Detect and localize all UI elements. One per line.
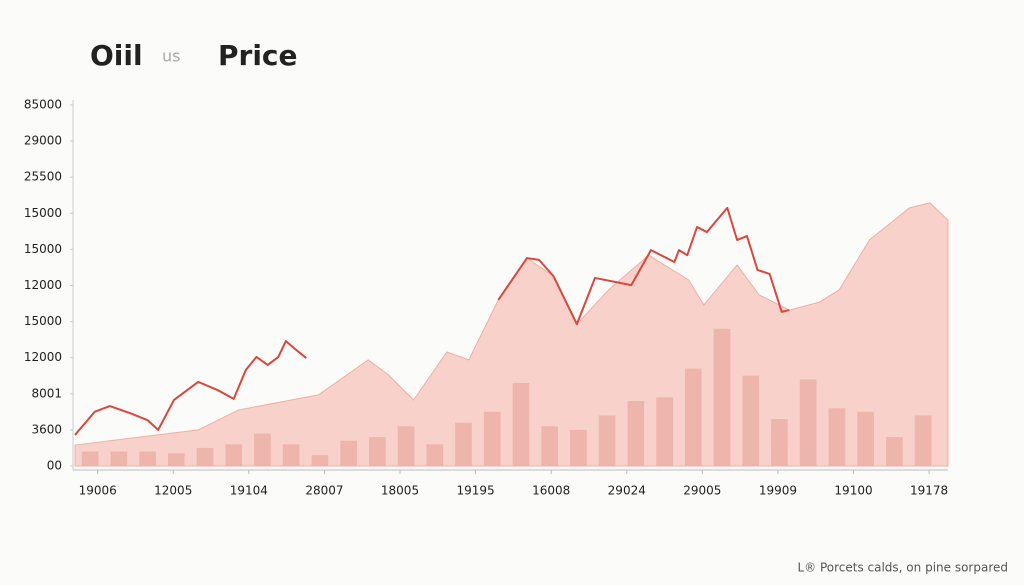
x-tick-label: 19195 <box>457 484 495 498</box>
y-tick-label: 29000 <box>24 134 62 148</box>
x-tick-label: 19104 <box>230 484 268 498</box>
x-tick-label: 16008 <box>532 484 570 498</box>
bar <box>742 375 760 466</box>
y-tick-label: 15000 <box>24 206 62 220</box>
bar <box>369 437 386 466</box>
y-tick-label: 00 <box>47 459 62 473</box>
y-tick-label: 85000 <box>24 98 62 112</box>
y-tick-label: 8001 <box>31 386 62 400</box>
bar <box>282 444 300 466</box>
bar <box>656 397 673 466</box>
title-part: Price <box>218 39 298 72</box>
bar <box>81 451 99 466</box>
x-tick-label: 29005 <box>683 484 721 498</box>
plot: 00 3600 8001 12000 15000 12000 15000 15000 25500… <box>24 98 949 498</box>
x-tick-label: 19100 <box>834 484 872 498</box>
y-tick-label: 12000 <box>24 350 62 364</box>
bar <box>570 429 587 466</box>
y-tick-label: 25500 <box>24 170 62 184</box>
x-tick-label: 19178 <box>910 484 948 498</box>
x-tick-label: 28007 <box>305 484 343 498</box>
x-tick-label: 18005 <box>381 484 419 498</box>
bar <box>684 368 702 466</box>
bar <box>857 411 874 466</box>
x-tick-label: 29024 <box>608 484 646 498</box>
bar <box>914 415 932 466</box>
bar <box>225 444 243 466</box>
bar <box>340 440 357 466</box>
bar <box>167 453 185 466</box>
title-part: Oiil <box>90 39 143 72</box>
bar <box>139 451 156 466</box>
bar <box>771 419 788 466</box>
footnote: L® Porcets calds, on pine sorpared <box>797 561 1008 575</box>
x-tick-label: 19006 <box>79 484 117 498</box>
title-connector: us <box>162 47 180 66</box>
y-tick-label: 3600 <box>31 422 62 436</box>
x-tick-label: 19909 <box>759 484 797 498</box>
bar <box>713 328 731 466</box>
bar <box>598 415 616 466</box>
bar <box>512 382 530 466</box>
bar <box>828 408 846 466</box>
y-tick-label: 12000 <box>24 278 62 292</box>
bar <box>483 411 501 466</box>
bar <box>886 437 903 466</box>
bar <box>455 422 472 466</box>
bar <box>541 426 558 466</box>
bar <box>799 379 817 466</box>
bar <box>110 451 128 466</box>
y-tick-label: 15000 <box>24 314 62 328</box>
x-tick-label: 12005 <box>154 484 192 498</box>
line <box>74 206 790 436</box>
bar <box>426 444 444 466</box>
y-tick-label: 15000 <box>24 242 62 256</box>
bar <box>196 447 214 466</box>
bar <box>254 433 271 466</box>
bar <box>311 455 329 466</box>
bar <box>397 426 415 466</box>
bar <box>627 401 645 466</box>
